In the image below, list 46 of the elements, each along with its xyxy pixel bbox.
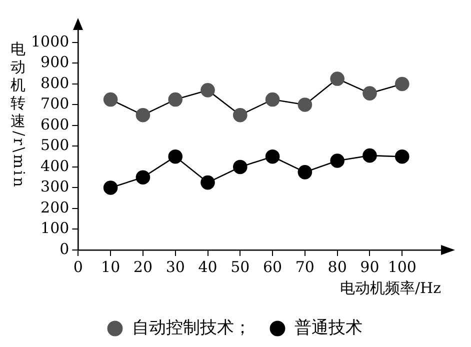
y-tick-label: 700 — [40, 94, 70, 113]
point — [233, 160, 248, 174]
point — [394, 76, 410, 92]
y-tick-label: 300 — [40, 178, 70, 196]
point — [362, 86, 377, 100]
x-tick-label: 70 — [295, 258, 314, 276]
point — [298, 98, 312, 112]
x-tick-label: 20 — [133, 258, 153, 276]
y-tick-label: 900 — [40, 53, 70, 72]
y-tick-label: 600 — [40, 115, 70, 134]
y-tick-label: 100 — [40, 219, 70, 238]
point — [200, 83, 215, 98]
x-tick-label: 50 — [230, 258, 250, 276]
x-tick-label: 0 — [73, 258, 83, 276]
point — [265, 92, 280, 107]
x-tick-label: 90 — [360, 258, 380, 276]
text: 电动机转速/r\min — [10, 40, 28, 187]
x-tick-label: 10 — [101, 258, 120, 276]
legend-label: 普通技术 — [294, 318, 362, 338]
x-tick-label: 80 — [328, 258, 347, 276]
point — [362, 148, 377, 163]
x-tick-label: 60 — [263, 258, 282, 276]
point — [103, 92, 118, 107]
point — [330, 154, 344, 168]
point — [168, 92, 183, 107]
x-tick-label: 40 — [198, 258, 218, 276]
point — [298, 165, 312, 180]
legend-label: 自动控制技术； — [132, 318, 251, 338]
y-tick-label: 200 — [40, 198, 70, 216]
x-tick-label: 30 — [166, 258, 185, 276]
x-tick-label: 100 — [388, 258, 416, 276]
x-axis-title: 电动机频率/Hz — [340, 278, 442, 297]
point — [136, 170, 150, 185]
point — [103, 180, 118, 195]
point — [265, 149, 280, 164]
y-tick-label: 800 — [40, 74, 70, 92]
point — [233, 108, 248, 122]
point — [330, 72, 344, 86]
point — [136, 108, 150, 122]
point — [200, 175, 215, 190]
y-tick-label: 1000 — [30, 32, 70, 50]
point — [394, 149, 410, 164]
y-tick-label: 400 — [40, 156, 70, 175]
y-tick-label: 500 — [40, 136, 70, 154]
y-tick-label: 0 — [60, 240, 70, 258]
point — [168, 149, 183, 164]
